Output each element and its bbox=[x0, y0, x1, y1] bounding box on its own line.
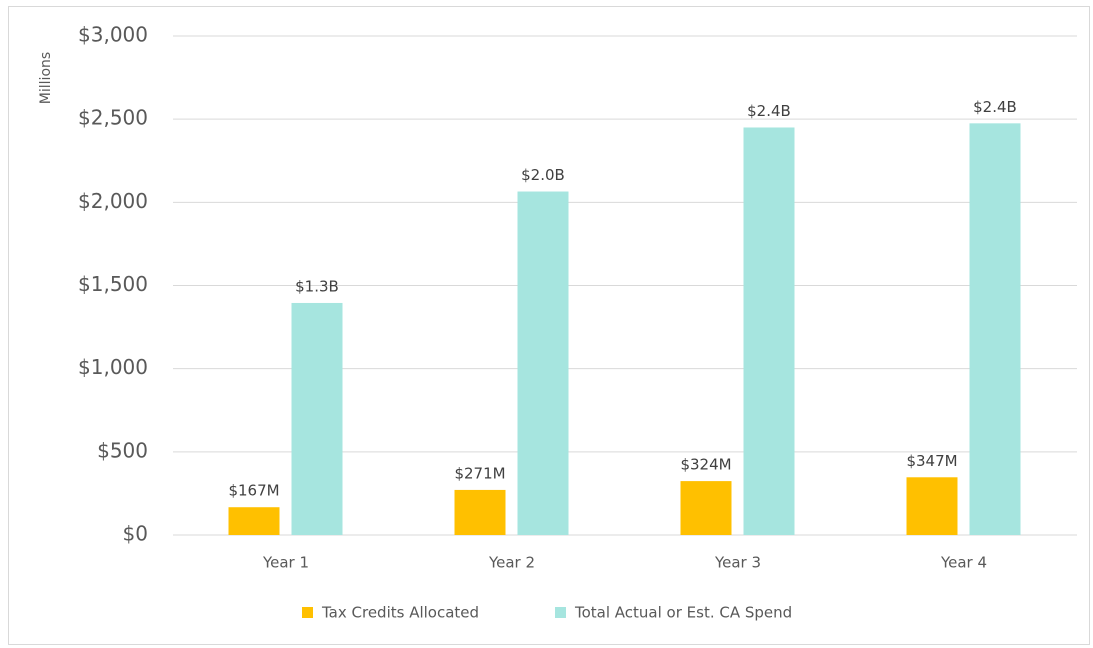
bar bbox=[680, 481, 732, 535]
bar bbox=[517, 191, 569, 535]
y-tick-label: $1,000 bbox=[78, 355, 148, 379]
bar bbox=[906, 477, 958, 535]
y-tick-label: $2,500 bbox=[78, 106, 148, 130]
value-label: $2.0B bbox=[521, 166, 565, 184]
value-label: $324M bbox=[680, 456, 731, 474]
value-label: $347M bbox=[906, 452, 957, 470]
bar bbox=[743, 127, 795, 535]
value-label: $2.4B bbox=[973, 98, 1017, 116]
value-label: $1.3B bbox=[295, 277, 339, 295]
bar bbox=[291, 302, 343, 535]
x-tick-label: Year 2 bbox=[488, 554, 535, 572]
bar bbox=[454, 489, 506, 535]
value-label: $2.4B bbox=[747, 102, 791, 120]
bar bbox=[969, 123, 1021, 535]
legend-label: Tax Credits Allocated bbox=[321, 604, 479, 622]
y-axis-label: Millions bbox=[38, 52, 54, 104]
bar bbox=[228, 507, 280, 535]
y-tick-label: $2,000 bbox=[78, 189, 148, 213]
legend-swatch bbox=[555, 607, 566, 618]
legend-label: Total Actual or Est. CA Spend bbox=[574, 604, 792, 622]
value-label: $167M bbox=[228, 482, 279, 500]
value-label: $271M bbox=[454, 464, 505, 482]
y-tick-label: $0 bbox=[123, 522, 148, 546]
y-tick-label: $1,500 bbox=[78, 272, 148, 296]
legend-swatch bbox=[302, 607, 313, 618]
x-tick-label: Year 1 bbox=[262, 554, 309, 572]
x-tick-label: Year 3 bbox=[714, 554, 761, 572]
y-tick-label: $500 bbox=[97, 438, 148, 462]
y-tick-label: $3,000 bbox=[78, 23, 148, 47]
x-tick-label: Year 4 bbox=[940, 554, 987, 572]
